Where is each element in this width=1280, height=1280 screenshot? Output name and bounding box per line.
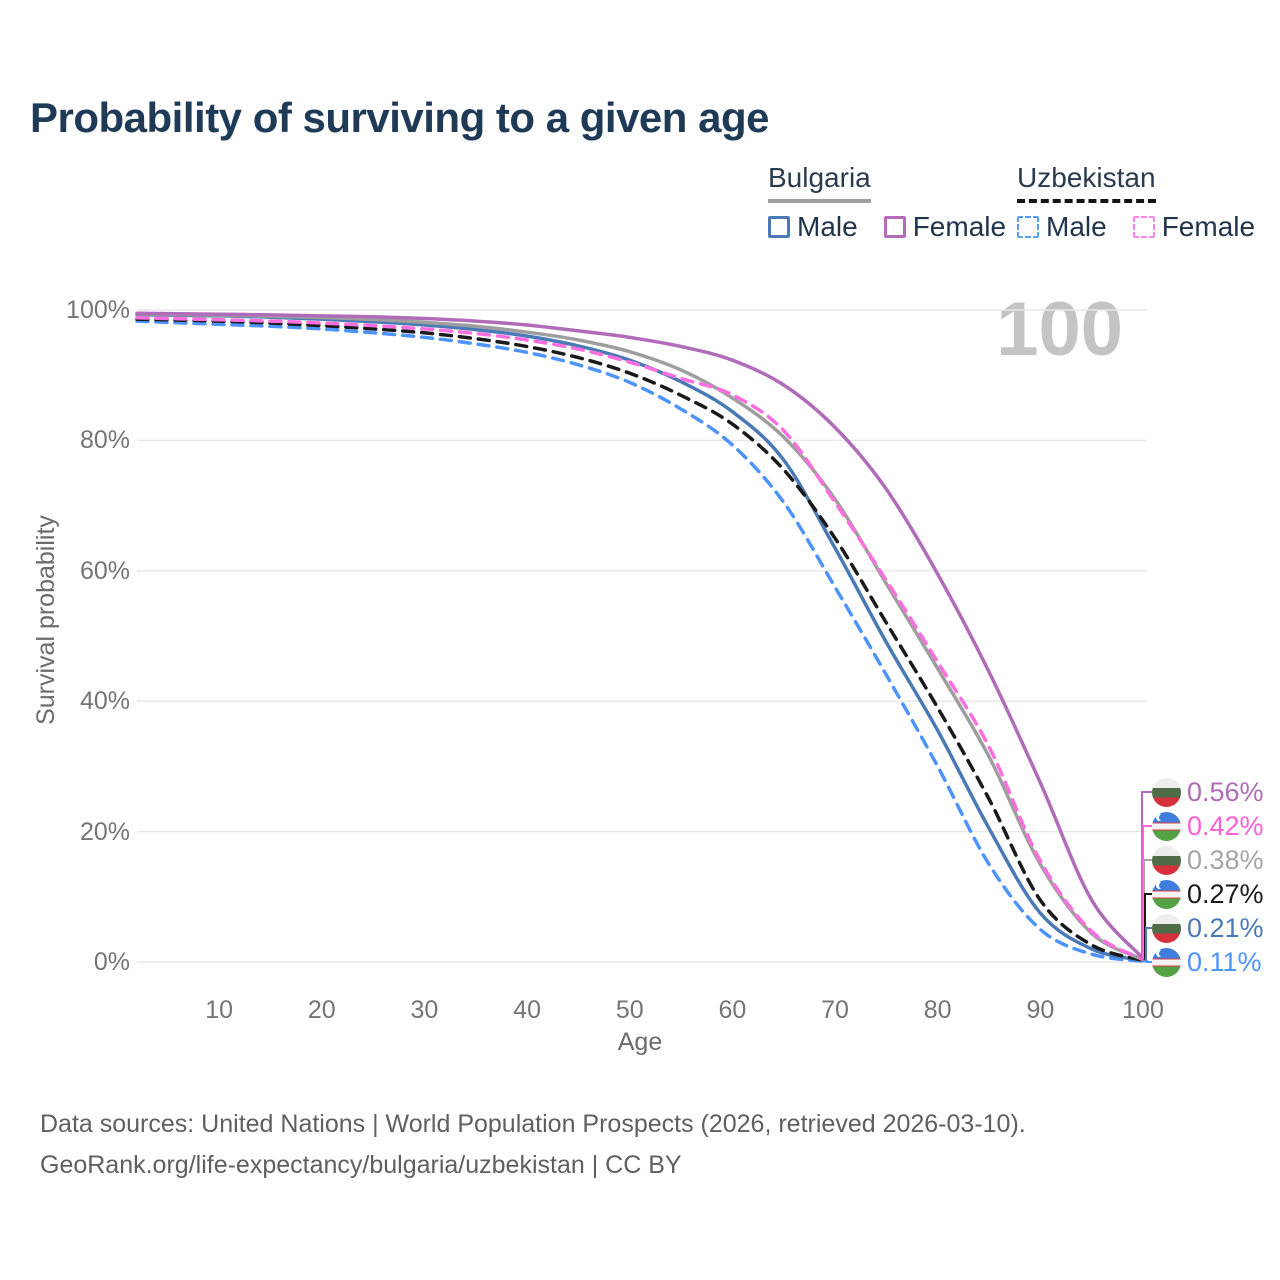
end-label-uzbekistan-male: 0.11% <box>1152 947 1262 977</box>
end-label-value: 0.42% <box>1187 810 1264 841</box>
end-label-value: 0.11% <box>1187 946 1262 977</box>
legend-item-bulgaria-female[interactable]: Female <box>883 211 1007 243</box>
legend-group-uzbekistan: Uzbekistan Male Female <box>1017 162 1255 243</box>
x-tick-label-30: 30 <box>410 996 439 1024</box>
x-axis-title: Age <box>617 1028 663 1056</box>
end-label-value: 0.56% <box>1187 776 1264 807</box>
legend-item-label: Male <box>797 211 858 242</box>
leader-line-uzbekistan-male <box>1143 960 1152 963</box>
y-axis-title: Survival probability <box>32 515 60 725</box>
uzbekistan-flag-icon <box>1152 879 1181 909</box>
legend-item-uzbekistan-female[interactable]: Female <box>1132 211 1256 243</box>
bulgaria-flag-icon <box>1152 913 1181 943</box>
page-title: Probability of surviving to a given age <box>30 94 769 141</box>
x-tick-label-80: 80 <box>923 996 952 1024</box>
y-tick-label-60%: 60% <box>79 556 130 585</box>
legend-swatch-icon[interactable] <box>1017 216 1039 238</box>
footer-sources-line: Data sources: United Nations | World Pop… <box>40 1110 1026 1138</box>
bulgaria-flag-icon <box>1152 845 1181 875</box>
end-label-value: 0.21% <box>1187 912 1264 943</box>
legend-item-label: Female <box>912 211 1007 242</box>
y-tick-label-0%: 0% <box>93 948 130 976</box>
curve-uzbekistan-female <box>135 316 1145 962</box>
plot-hover-area[interactable] <box>137 310 1143 962</box>
end-label-bulgaria-male: 0.21% <box>1152 913 1264 943</box>
legend-swatch-icon[interactable] <box>1132 216 1155 238</box>
bulgaria-flag-icon <box>1152 777 1181 807</box>
legend-item-uzbekistan-male[interactable]: Male <box>1017 211 1107 243</box>
end-label-bulgaria-female: 0.56% <box>1152 777 1264 807</box>
x-tick-label-40: 40 <box>513 996 541 1024</box>
uzbekistan-flag-icon <box>1152 947 1181 977</box>
y-tick-label-20%: 20% <box>79 817 130 846</box>
end-label-uzbekistan-female: 0.42% <box>1152 811 1264 841</box>
x-tick-label-20: 20 <box>307 996 336 1024</box>
curve-bulgaria-female <box>135 311 1145 961</box>
footer: Data sources: United Nations | World Pop… <box>40 1104 1026 1186</box>
end-label-value: 0.27% <box>1187 878 1264 909</box>
curve-uzbekistan-average <box>135 317 1145 962</box>
x-tick-label-70: 70 <box>821 996 849 1024</box>
legend-country-label-uzbekistan: Uzbekistan <box>1017 162 1156 203</box>
legend-country-label-bulgaria: Bulgaria <box>768 162 871 203</box>
legend-swatch-icon[interactable] <box>883 216 906 238</box>
y-tick-label-40%: 40% <box>79 687 130 716</box>
y-tick-label-80%: 80% <box>79 426 130 455</box>
curve-uzbekistan-male <box>135 319 1145 964</box>
end-label-bulgaria-average: 0.38% <box>1152 845 1264 875</box>
x-tick-label-50: 50 <box>615 996 644 1024</box>
x-tick-label-100: 100 <box>1122 996 1164 1024</box>
legend-item-label: Female <box>1161 211 1256 242</box>
legend-swatch-icon[interactable] <box>768 216 790 238</box>
end-label-uzbekistan-average: 0.27% <box>1152 879 1264 909</box>
x-tick-label-10: 10 <box>205 996 234 1024</box>
x-tick-label-60: 60 <box>718 996 747 1024</box>
footer-url-line: GeoRank.org/life-expectancy/bulgaria/uzb… <box>40 1151 682 1179</box>
y-tick-label-100%: 100% <box>66 296 130 324</box>
legend-group-bulgaria: Bulgaria Male Female <box>768 162 1006 243</box>
end-label-value: 0.38% <box>1187 844 1264 875</box>
hover-age-watermark: 100 <box>996 292 1123 368</box>
uzbekistan-flag-icon <box>1152 811 1181 841</box>
legend-item-label: Male <box>1046 211 1107 242</box>
legend-item-bulgaria-male[interactable]: Male <box>768 211 858 243</box>
x-tick-label-90: 90 <box>1026 996 1055 1024</box>
